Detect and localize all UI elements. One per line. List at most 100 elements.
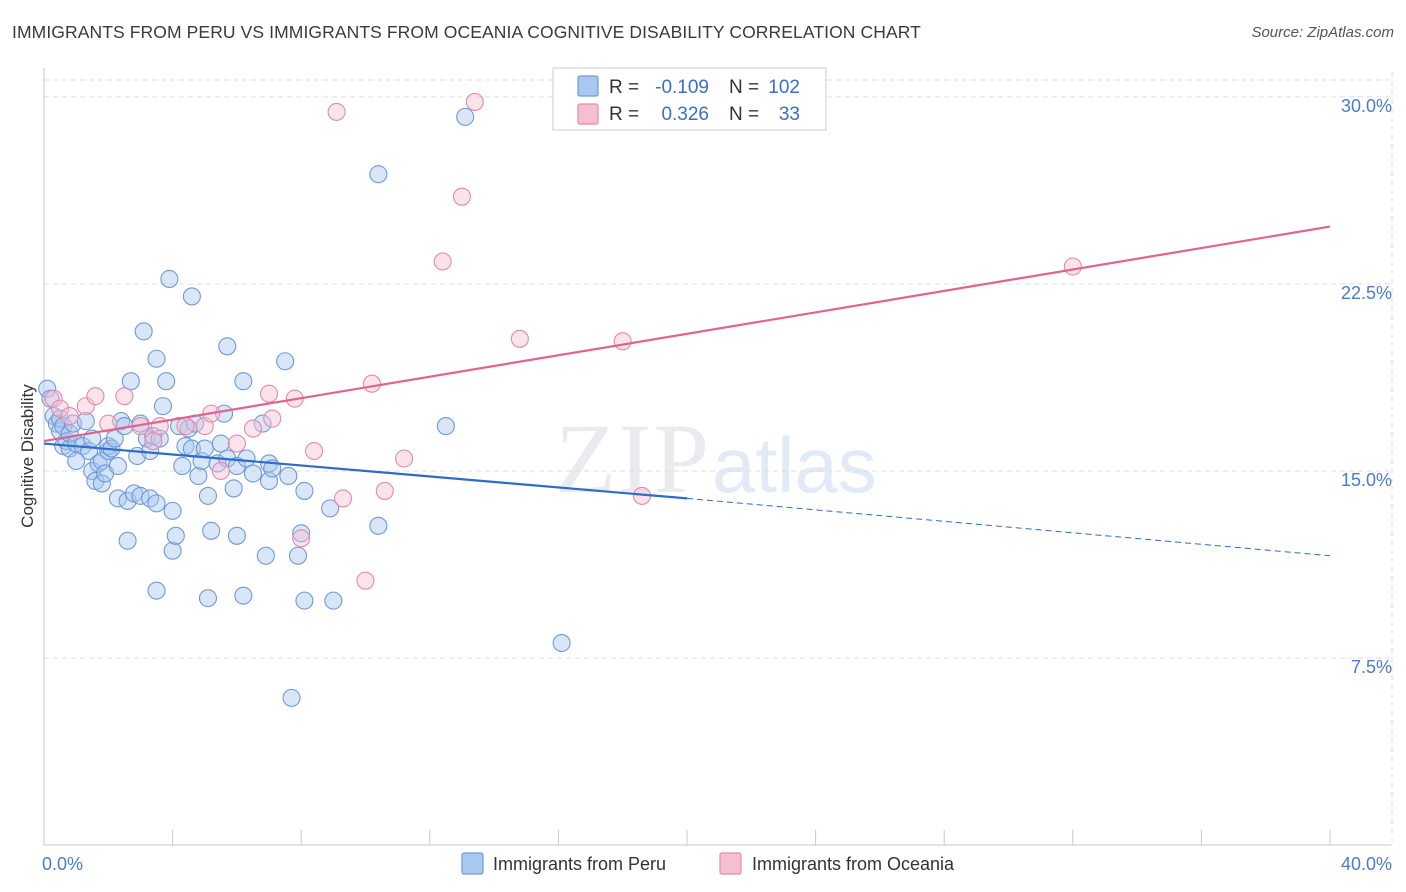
peru-point-94 [369, 165, 388, 184]
peru-point-28 [108, 456, 127, 476]
peru-point-68 [211, 434, 230, 453]
peru-point-95 [436, 417, 455, 436]
peru-point-53 [166, 526, 185, 545]
oceania-point-26 [395, 449, 414, 468]
oceania-point-14 [227, 434, 246, 453]
peru-point-77 [237, 449, 256, 468]
peru-point-64 [198, 486, 218, 505]
oceania-point-28 [452, 187, 472, 206]
oceania-point-1 [51, 399, 70, 418]
peru-point-51 [163, 541, 182, 560]
oceania-point-3 [76, 397, 95, 416]
oceania-trend-line [43, 225, 1331, 443]
peru-point-89 [295, 481, 314, 500]
peru-point-73 [227, 456, 246, 476]
y-tick-labels: 7.5% 15.0% 22.5% 30.0% [1341, 96, 1392, 677]
peru-point-44 [147, 349, 166, 368]
legend-swatch-peru [577, 75, 599, 97]
peru-point-97 [552, 633, 571, 653]
oceania-point-17 [263, 409, 282, 428]
peru-point-66 [202, 521, 221, 540]
y-axis-label: Cognitive Disability [18, 384, 37, 528]
oceania-point-10 [176, 417, 195, 436]
oceania-point-22 [333, 489, 353, 508]
peru-point-48 [153, 397, 173, 416]
peru-point-59 [182, 287, 201, 306]
peru-point-20 [89, 454, 108, 473]
oceania-point-13 [211, 461, 230, 481]
peru-point-91 [321, 499, 340, 518]
peru-point-46 [147, 581, 166, 600]
peru-point-50 [160, 269, 179, 289]
x-tick-labels: 0.0% 40.0% [42, 854, 1392, 874]
peru-point-93 [369, 516, 388, 535]
peru-point-74 [227, 526, 246, 545]
oceania-point-23 [356, 571, 375, 590]
x-tick-label-1: 40.0% [1341, 854, 1392, 874]
legend-r-value-oceania: 0.326 [661, 104, 709, 125]
oceania-point-30 [510, 329, 529, 348]
y-tick-label-0: 7.5% [1351, 657, 1392, 677]
peru-point-61 [189, 466, 208, 486]
peru-points [38, 107, 571, 707]
watermark-atlas: atlas [712, 421, 877, 509]
oceania-points [44, 92, 1082, 590]
oceania-point-24 [362, 374, 381, 393]
oceania-point-6 [115, 387, 134, 406]
peru-point-15 [76, 412, 95, 431]
peru-point-21 [92, 474, 111, 493]
watermark: ZIP atlas [555, 403, 877, 514]
legend-r-value-peru: -0.109 [655, 77, 709, 98]
peru-point-78 [243, 464, 263, 483]
peru-point-32 [118, 531, 137, 550]
oceania-point-16 [259, 384, 279, 403]
watermark-zip: ZIP [555, 403, 711, 514]
peru-point-85 [279, 466, 298, 486]
legend-r-label-oceania: R = [609, 104, 639, 125]
trend-lines [43, 225, 1331, 557]
stats-legend: R = -0.109 N = 102 R = 0.326 N = 33 [552, 67, 827, 131]
peru-point-65 [198, 589, 218, 608]
oceania-point-21 [327, 102, 346, 121]
legend-n-label-peru: N = [729, 77, 759, 98]
y-tick-label-1: 15.0% [1341, 470, 1392, 490]
series-legend-label-oceania: Immigrants from Oceania [752, 854, 955, 874]
oceania-point-5 [99, 414, 118, 433]
peru-point-39 [134, 322, 153, 341]
peru-trend-line [43, 442, 688, 500]
peru-point-52 [163, 501, 182, 520]
peru-point-34 [121, 372, 140, 391]
peru-point-79 [253, 414, 272, 433]
legend-swatch-oceania [577, 103, 599, 125]
legend-r-label-peru: R = [609, 77, 639, 98]
peru-point-71 [218, 337, 237, 356]
oceania-point-2 [60, 407, 79, 426]
axes [43, 68, 1392, 846]
series-legend: Immigrants from Peru Immigrants from Oce… [461, 852, 955, 875]
legend-n-value-peru: 102 [768, 77, 800, 98]
oceania-point-31 [613, 332, 632, 351]
peru-point-88 [292, 524, 311, 543]
grid-lines [44, 72, 1393, 845]
peru-point-76 [234, 372, 253, 391]
oceania-point-0 [44, 389, 63, 408]
chart-source: Source: ZipAtlas.com [1251, 24, 1394, 41]
oceania-point-20 [305, 441, 324, 461]
series-legend-label-peru: Immigrants from Peru [493, 854, 666, 874]
peru-point-75 [234, 586, 253, 605]
peru-point-87 [288, 546, 308, 565]
peru-point-0 [38, 379, 57, 398]
series-legend-swatch-peru [461, 852, 484, 875]
legend-n-value-oceania: 33 [779, 104, 800, 125]
y-tick-label-3: 30.0% [1341, 96, 1392, 116]
peru-point-80 [256, 546, 275, 565]
oceania-point-25 [375, 481, 394, 500]
oceania-point-29 [465, 92, 484, 111]
chart-title: IMMIGRANTS FROM PERU VS IMMIGRANTS FROM … [12, 22, 921, 42]
peru-point-92 [324, 591, 343, 610]
x-tick-label-0: 0.0% [42, 854, 83, 874]
legend-n-label-oceania: N = [729, 104, 759, 125]
y-tick-label-2: 22.5% [1341, 283, 1392, 303]
peru-point-90 [295, 591, 314, 610]
peru-trend-line-extension [686, 497, 1331, 557]
